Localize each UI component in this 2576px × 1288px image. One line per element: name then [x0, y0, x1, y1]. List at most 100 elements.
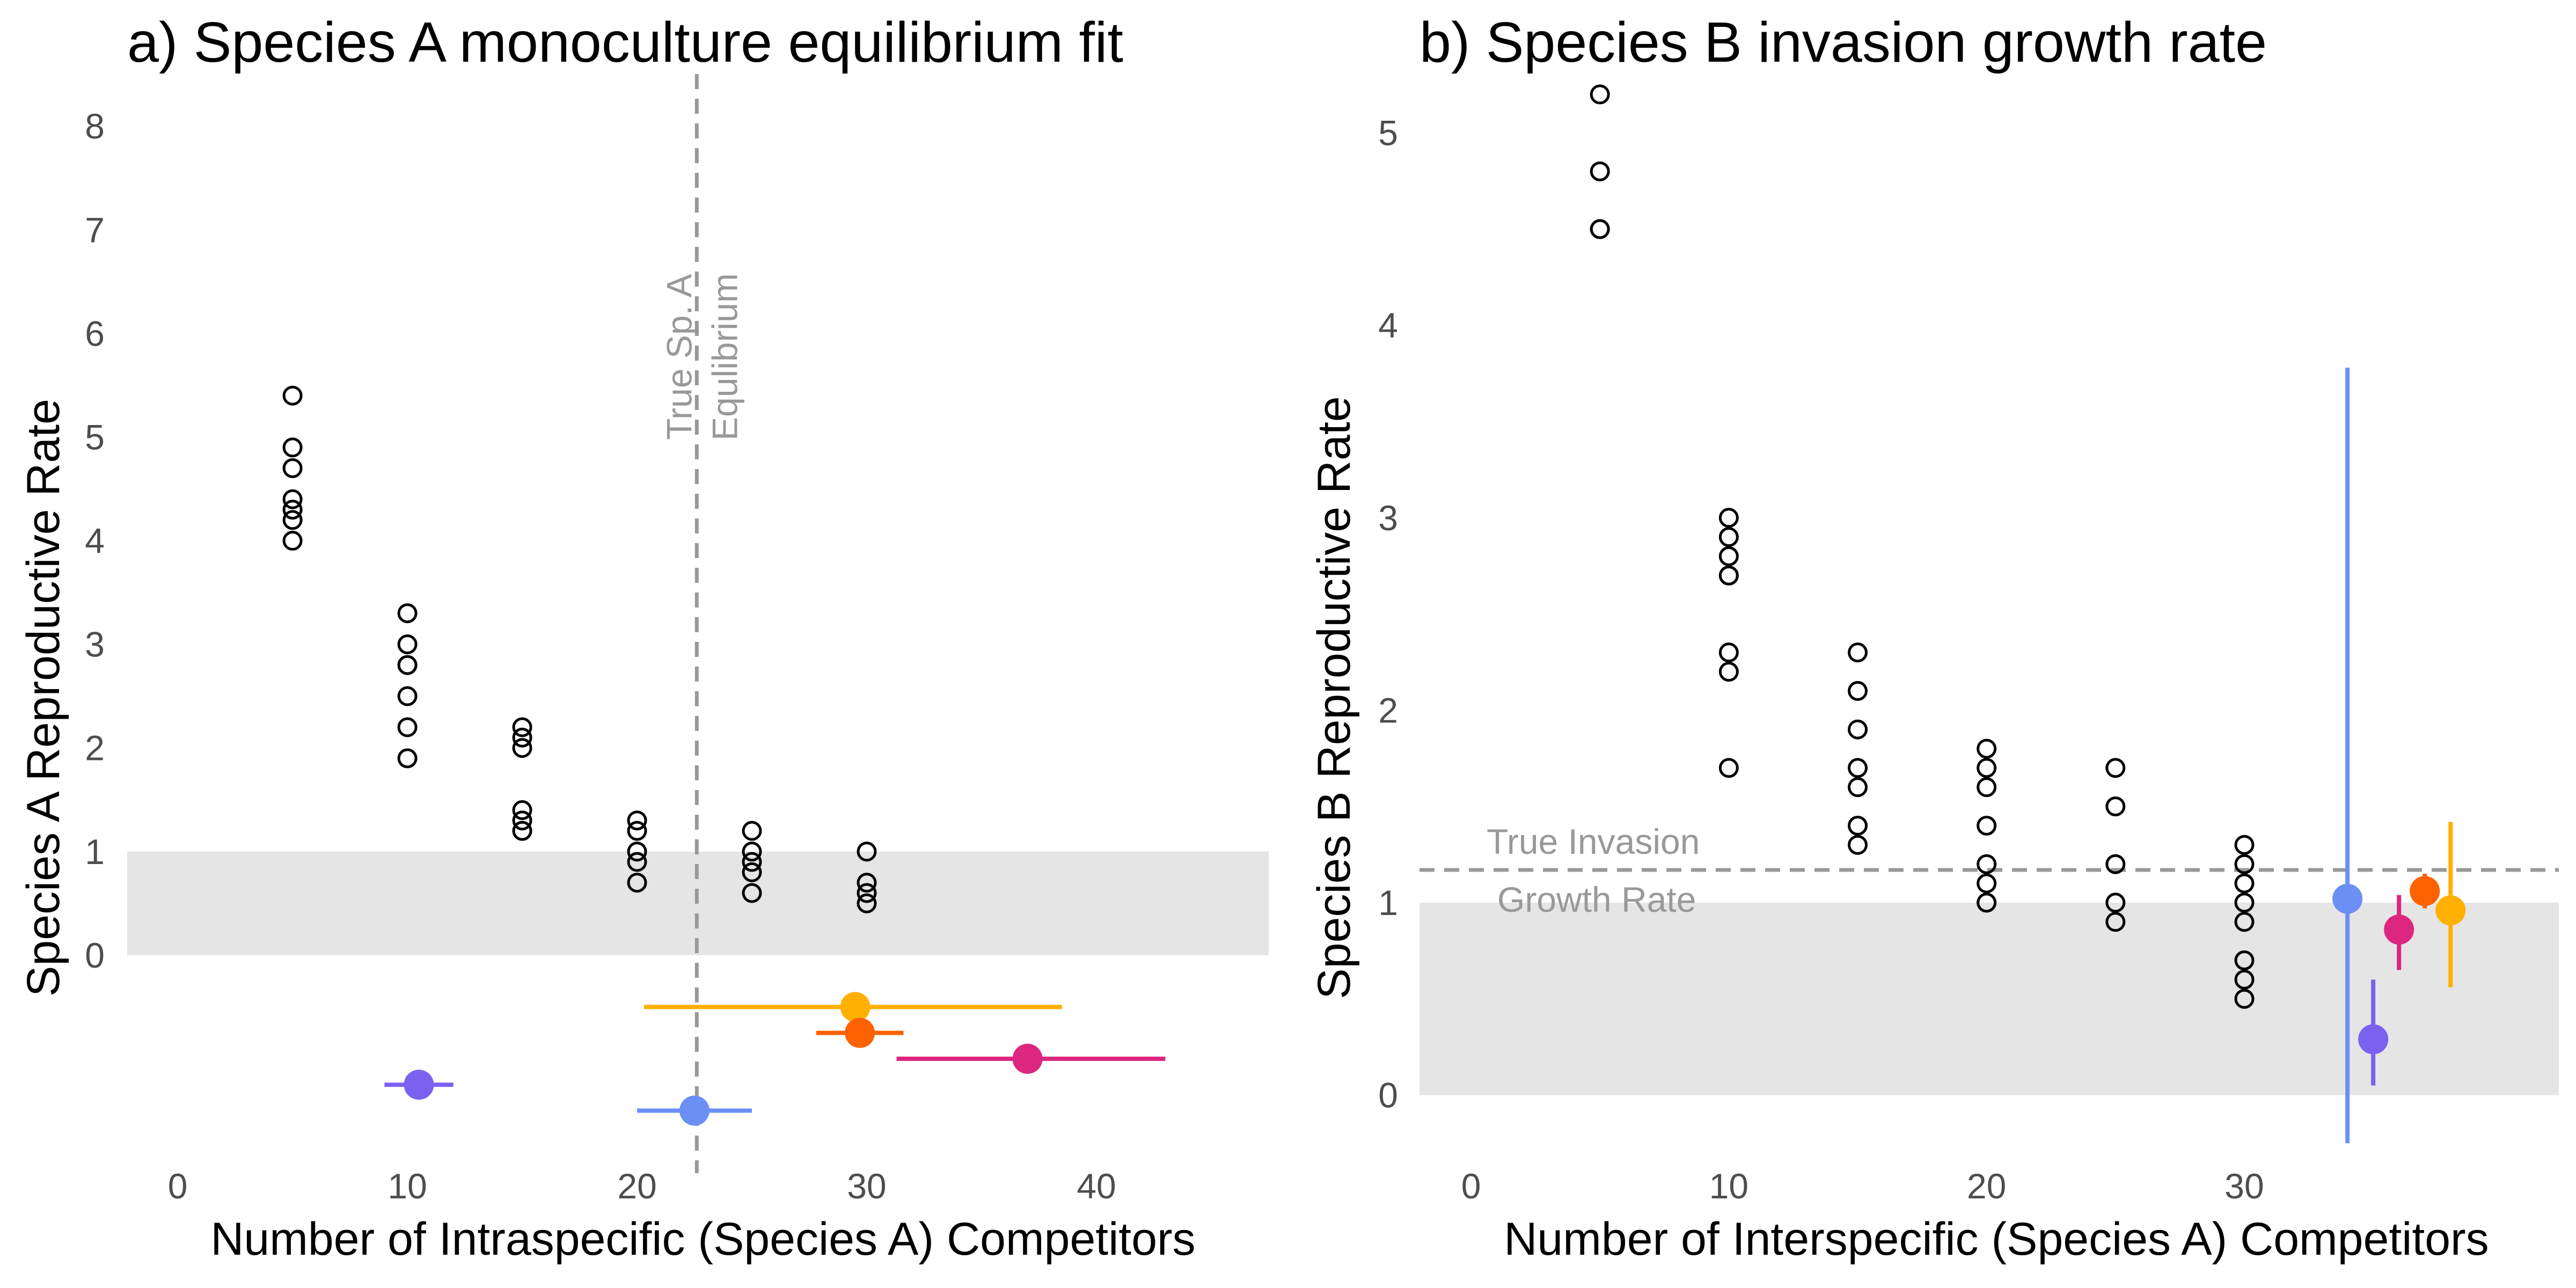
observation-point: [282, 531, 303, 551]
observation-point: [397, 655, 418, 675]
observation-point: [1848, 816, 1868, 836]
estimate-point: [679, 1095, 710, 1126]
estimate-point: [2384, 914, 2414, 945]
panel-a: a) Species A monoculture equilibrium fit…: [18, 11, 1269, 1265]
estimate-point: [2435, 895, 2466, 926]
observation-point: [397, 686, 418, 706]
y-tick-label: 8: [85, 106, 105, 146]
y-tick-label: 4: [1378, 305, 1398, 345]
observation-point: [857, 873, 877, 893]
observation-point: [512, 717, 532, 737]
x-tick-label: 0: [168, 1166, 188, 1206]
x-tick-label: 0: [1461, 1166, 1481, 1206]
panel-a-y-axis-label: Species A Reproductive Rate: [18, 399, 69, 997]
observation-point: [1977, 892, 1997, 913]
panel-a-plot-area: 0 1 2 3 4 5 6 7 8 0 10 20 30 40 True Sp. A Equlibrium: [85, 74, 1269, 1206]
panel-b-x-axis-label: Number of Interspecific (Species A) Comp…: [1504, 1213, 2489, 1265]
observation-point: [512, 821, 532, 841]
observation-point: [1977, 777, 1997, 797]
observation-point: [512, 810, 532, 831]
y-tick-label: 0: [1378, 1075, 1398, 1115]
x-tick-label: 40: [1077, 1166, 1116, 1206]
observation-point: [282, 458, 303, 478]
observation-point: [1718, 758, 1739, 778]
observation-point: [627, 873, 647, 893]
y-tick-label: 4: [85, 521, 105, 561]
observation-point: [627, 810, 647, 831]
observation-point: [1848, 719, 1868, 740]
y-tick-label: 0: [85, 935, 105, 975]
observation-point: [742, 862, 762, 882]
observation-point: [742, 821, 762, 841]
y-tick-label: 3: [85, 625, 105, 664]
estimate-point: [1012, 1043, 1043, 1074]
observation-point: [397, 634, 418, 655]
observation-point: [2105, 758, 2126, 778]
x-tick-label: 30: [847, 1166, 886, 1206]
observation-point: [2105, 892, 2126, 913]
observation-point: [1977, 738, 1997, 759]
observation-point: [2105, 854, 2126, 874]
estimate-point: [845, 1018, 875, 1048]
reference-line-label: Equlibrium: [705, 273, 744, 441]
panel-a-x-axis-label: Number of Intraspecific (Species A) Comp…: [210, 1213, 1195, 1265]
observation-point: [2234, 892, 2255, 913]
observation-point: [1848, 642, 1868, 663]
estimate-point: [2358, 1024, 2389, 1055]
observation-point: [857, 893, 877, 913]
observation-point: [1718, 565, 1739, 586]
observation-point: [1848, 777, 1868, 797]
observation-point: [2234, 873, 2255, 894]
y-tick-label: 2: [1378, 690, 1398, 730]
observation-point: [2234, 950, 2255, 970]
estimate-point: [2332, 883, 2363, 914]
observation-point: [2234, 854, 2255, 874]
observation-point: [1848, 681, 1868, 701]
y-tick-label: 5: [1378, 113, 1398, 153]
observation-point: [1977, 816, 1997, 836]
observation-point: [2105, 796, 2126, 817]
observation-point: [1977, 873, 1997, 894]
observation-point: [282, 489, 303, 509]
observation-point: [2234, 989, 2255, 1009]
observation-point: [742, 852, 762, 872]
y-tick-label: 7: [85, 210, 105, 250]
observation-point: [1718, 546, 1739, 566]
observation-point: [282, 385, 303, 406]
observation-point: [1718, 527, 1739, 547]
observation-point: [627, 821, 647, 841]
x-tick-label: 20: [1967, 1166, 2006, 1206]
observation-point: [2234, 835, 2255, 855]
observation-point: [282, 500, 303, 520]
observation-point: [282, 510, 303, 530]
observation-point: [1977, 758, 1997, 778]
reference-line-label: True Invasion: [1487, 822, 1700, 861]
y-tick-label: 1: [85, 832, 105, 872]
observation-point: [1977, 854, 1997, 874]
observation-point: [627, 841, 647, 862]
x-tick-label: 10: [1709, 1166, 1748, 1206]
x-tick-label: 20: [617, 1166, 656, 1206]
observation-point: [2105, 912, 2126, 932]
observation-point: [1848, 835, 1868, 855]
observation-point: [742, 883, 762, 903]
y-tick-label: 5: [85, 417, 105, 457]
shaded-band: [1419, 902, 2559, 1095]
observation-point: [2234, 969, 2255, 990]
reference-line-label: True Sp. A: [659, 274, 699, 440]
observation-point: [857, 883, 877, 903]
reference-line-label: Growth Rate: [1497, 880, 1696, 919]
observation-point: [627, 852, 647, 872]
observation-point: [1718, 642, 1739, 663]
estimate-point: [404, 1070, 434, 1100]
y-tick-label: 1: [1378, 883, 1398, 923]
panel-b-plot-area: 0 1 2 3 4 5 0 10 20 30 True Invasion Growth Rate: [1378, 84, 2559, 1206]
observation-point: [1848, 758, 1868, 778]
observation-point: [512, 800, 532, 821]
observation-point: [282, 437, 303, 458]
y-tick-label: 2: [85, 728, 105, 768]
x-tick-label: 10: [387, 1166, 427, 1206]
observation-point: [2234, 912, 2255, 932]
y-tick-label: 6: [85, 313, 105, 353]
